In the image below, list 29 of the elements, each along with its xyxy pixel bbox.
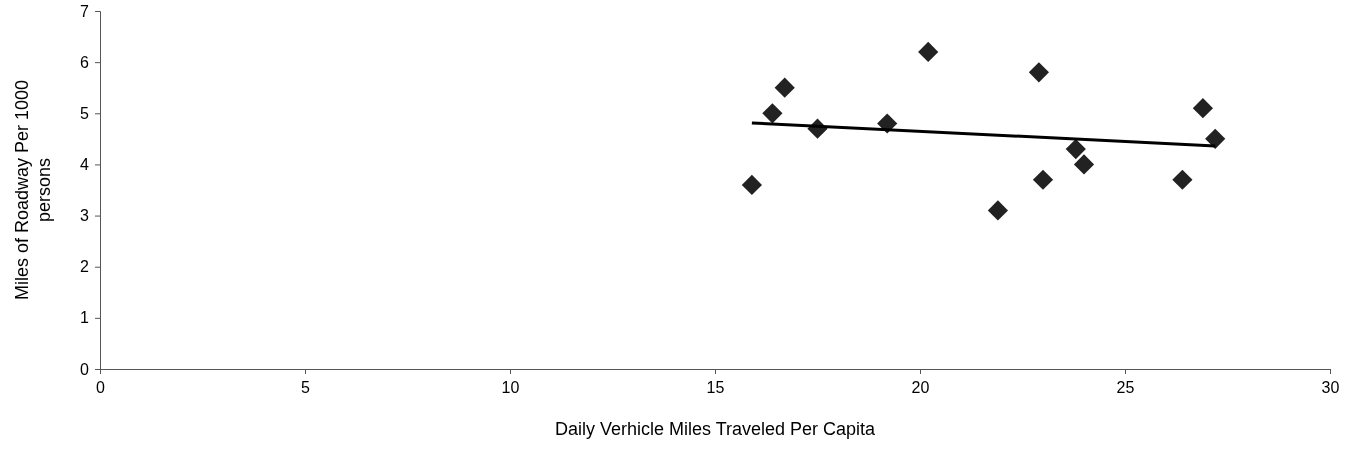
x-tick-label: 25 <box>1116 379 1135 397</box>
y-tick-label: 6 <box>80 53 90 71</box>
x-tick-label: 15 <box>706 379 725 397</box>
point <box>1065 138 1086 160</box>
point <box>741 174 762 195</box>
point <box>1028 62 1049 83</box>
point <box>1205 128 1226 149</box>
y-tick-label: 1 <box>80 309 90 327</box>
point <box>987 200 1008 221</box>
point <box>762 103 783 124</box>
x-tick-label: 10 <box>501 379 520 397</box>
x-tick-label: 0 <box>96 379 106 397</box>
point <box>918 41 939 63</box>
point <box>1073 154 1095 175</box>
x-tick-label: 5 <box>301 379 311 397</box>
x-tick-label: 20 <box>911 379 930 397</box>
point <box>1172 169 1193 190</box>
y-tick-label: 5 <box>80 104 90 122</box>
y-tick-label: 4 <box>80 156 90 174</box>
point <box>1032 169 1054 190</box>
y-axis-title: Miles of Roadway Per 1000 persons <box>12 79 54 301</box>
y-tick-label: 3 <box>80 207 90 225</box>
y-tick-label: 2 <box>80 258 90 276</box>
x-tick-label: 30 <box>1321 379 1340 397</box>
point <box>1192 98 1213 119</box>
y-tick-label: 7 <box>80 2 90 20</box>
x-axis-title: Daily Verhicle Miles Traveled Per Capita <box>554 419 877 439</box>
point <box>774 77 795 98</box>
y-tick-label: 0 <box>80 360 90 378</box>
